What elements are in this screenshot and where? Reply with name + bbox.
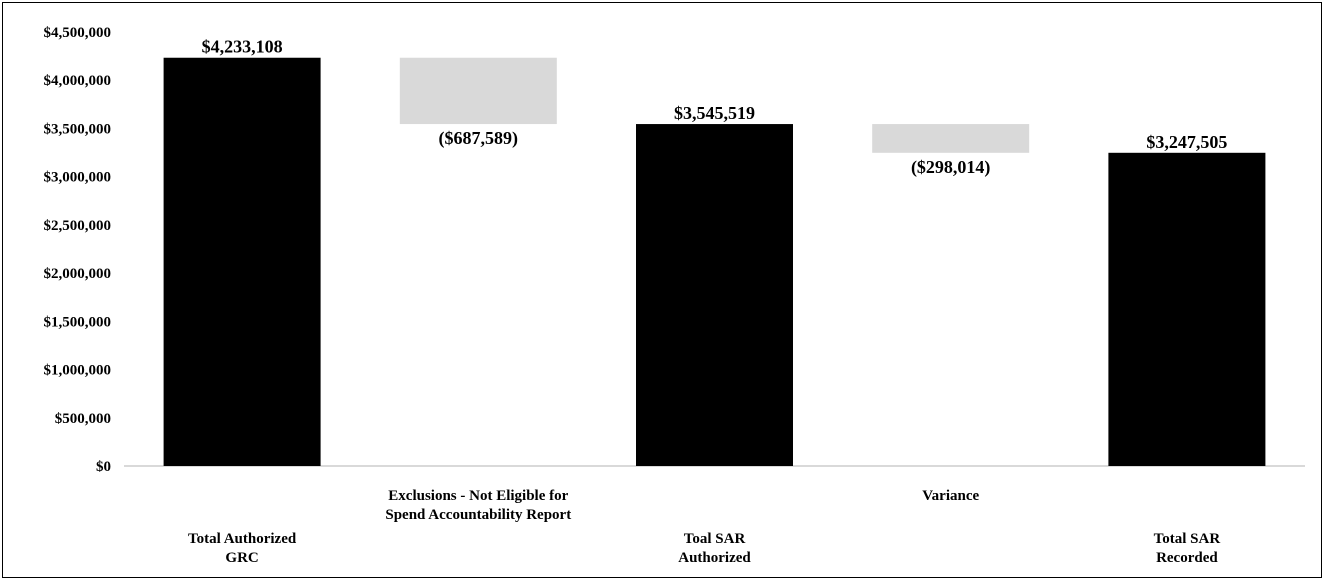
category-label: Total Authorized (188, 531, 297, 547)
y-tick-label: $500,000 (55, 411, 111, 427)
y-tick-label: $4,500,000 (44, 25, 112, 41)
category-label: Toal SAR (684, 531, 746, 547)
waterfall-chart: $0 $500,000 $1,000,000 $1,500,000 $2,000,000… (44, 25, 1305, 566)
bar-total (1108, 152, 1266, 466)
y-tick-label: $0 (96, 459, 111, 475)
y-tick-label: $2,000,000 (44, 266, 112, 282)
bar-delta (399, 57, 557, 125)
data-label: $4,233,108 (202, 37, 283, 57)
y-tick-label: $3,000,000 (44, 170, 112, 186)
y-tick-label: $3,500,000 (44, 121, 112, 137)
category-label: Spend Accountability Report (385, 507, 571, 523)
bar-total (163, 57, 321, 467)
y-tick-label: $1,000,000 (44, 363, 112, 379)
bar-total (636, 124, 793, 467)
data-label: ($687,589) (439, 128, 519, 149)
y-tick-label: $2,500,000 (44, 218, 112, 234)
category-label: Recorded (1156, 550, 1218, 566)
category-label: Total SAR (1154, 531, 1221, 547)
data-label: $3,247,505 (1146, 132, 1227, 152)
y-tick-label: $1,500,000 (44, 314, 112, 330)
category-label: Variance (922, 488, 979, 504)
data-label: ($298,014) (911, 157, 991, 178)
y-tick-label: $4,000,000 (44, 73, 112, 89)
category-label: Exclusions - Not Eligible for (388, 488, 568, 504)
bar-delta (872, 124, 1030, 153)
category-label: GRC (225, 550, 258, 566)
category-label: Authorized (678, 550, 751, 566)
data-label: $3,545,519 (674, 103, 755, 123)
